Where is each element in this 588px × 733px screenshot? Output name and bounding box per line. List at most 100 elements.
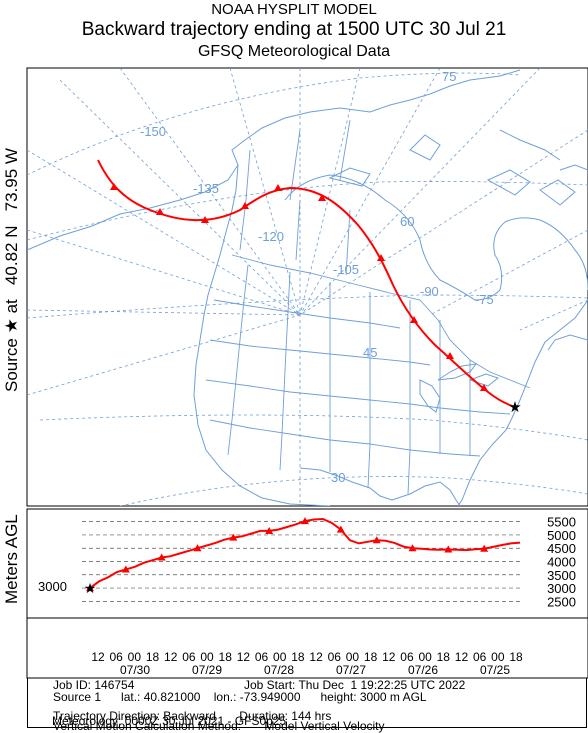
- lon-label: -105: [333, 262, 359, 277]
- hour-tick-label: 06: [328, 650, 342, 664]
- height-tick-label: 4500: [547, 541, 576, 556]
- meteorology-title: GFSQ Meteorological Data: [197, 43, 391, 60]
- trajectory-marker: [377, 254, 385, 261]
- lon-label: -90: [420, 284, 439, 299]
- height-point: [86, 584, 94, 592]
- trajectory-direction: Trajectory Direction: Backward Duration:…: [53, 709, 332, 723]
- height-point: [301, 517, 309, 525]
- job-id: Job ID: 146754: [53, 678, 135, 692]
- trajectory-marker: [318, 194, 326, 201]
- height-point: [444, 545, 453, 553]
- height-point: [193, 544, 202, 552]
- source-coordinates: at 40.82 N 73.95 W: [2, 148, 21, 314]
- hour-tick-label: 00: [418, 650, 432, 664]
- height-tick-label: 3000: [547, 581, 576, 596]
- source-prefix: Source: [2, 338, 21, 392]
- height-point: [408, 544, 417, 552]
- height-source-star: ★: [84, 580, 97, 596]
- date-label: 07/25: [480, 663, 510, 677]
- height-tick-label: 2500: [547, 594, 576, 609]
- height-point: [121, 565, 130, 573]
- date-label: 07/30: [120, 663, 150, 677]
- model-title: NOAA HYSPLIT MODEL: [211, 1, 377, 18]
- height-tick-label: 5000: [547, 528, 576, 543]
- graticule-labels: -150 -135 -120 -105 -90 -75 75 60 45 30: [140, 69, 494, 485]
- height-point: [265, 526, 274, 534]
- hour-tick-label: 12: [382, 650, 396, 664]
- hour-tick-label: 00: [346, 650, 360, 664]
- hour-tick-label: 12: [237, 650, 251, 664]
- lon-label: -120: [258, 229, 284, 244]
- height-point: [372, 536, 381, 544]
- hour-tick-label: 12: [309, 650, 323, 664]
- hour-tick-label: 12: [164, 650, 178, 664]
- lon-label: -150: [140, 124, 166, 139]
- lat-label: 30: [331, 470, 345, 485]
- trajectory-title: Backward trajectory ending at 1500 UTC 3…: [81, 19, 507, 40]
- trajectory-marker: [241, 202, 249, 209]
- trajectory-path: [97, 159, 516, 408]
- height-point: [157, 553, 166, 561]
- trajectory-marker: [274, 184, 282, 191]
- latitude-gridlines: [27, 72, 588, 506]
- time-axis-panel: 12 06 00 18 12 06 00 18 12 06 00 18 12 06 00 18 12 06 00 18…: [26, 617, 588, 679]
- hour-tick-label: 00: [273, 650, 287, 664]
- trajectory-marker: [480, 384, 488, 391]
- source-info: Source 1 lat.: 40.821000 lon.: -73.94900…: [53, 690, 427, 704]
- height-tick-label: 3500: [547, 568, 576, 583]
- coastlines: [27, 69, 588, 506]
- vertical-motion: Vertical Motion Calculation Method: Mode…: [53, 719, 385, 733]
- map-frame: [26, 67, 588, 507]
- meteorology-info: Meteorology: 0000Z 30 Jul 2021 - GFS0p25: [52, 714, 287, 728]
- longitude-gridlines: [27, 68, 588, 506]
- date-label: 07/27: [336, 663, 366, 677]
- hour-tick-label: 18: [509, 650, 523, 664]
- hour-tick-label: 06: [182, 650, 196, 664]
- hour-tick-label: 18: [437, 650, 451, 664]
- lat-label: 60: [400, 214, 414, 229]
- hour-tick-label: 06: [473, 650, 487, 664]
- start-height-label: 3000: [38, 579, 67, 594]
- lon-label: -75: [475, 292, 494, 307]
- lon-label: -135: [193, 181, 219, 196]
- lat-label: 45: [363, 345, 377, 360]
- hour-tick-label: 06: [109, 650, 123, 664]
- job-start: Job Start: Thu Dec 1 19:22:25 UTC 2022: [244, 678, 466, 692]
- chart-frame: [26, 508, 588, 619]
- hour-tick-label: 06: [400, 650, 414, 664]
- height-tick-label: 4000: [547, 555, 576, 570]
- height-axis-label: Meters AGL: [2, 514, 21, 604]
- source-star-marker: ★: [508, 399, 521, 416]
- hour-tick-labels: 12 06 00 18 12 06 00 18 12 06 00 18 12 06 00 18 12 06 00 18…: [91, 650, 523, 664]
- trajectory-markers: [110, 183, 488, 391]
- hour-tick-label: 18: [219, 650, 233, 664]
- height-series: ★: [84, 517, 521, 596]
- map-trajectory: ★: [97, 159, 522, 416]
- height-point: [480, 544, 489, 552]
- hour-tick-label: 12: [91, 650, 105, 664]
- political-borders: [205, 119, 531, 495]
- hour-tick-label: 18: [291, 650, 305, 664]
- source-star-icon: ★: [2, 318, 21, 334]
- height-point: [229, 533, 238, 541]
- map-panel: -150 -135 -120 -105 -90 -75 75 60 45 30: [26, 67, 588, 507]
- trajectory-marker: [410, 316, 418, 323]
- hour-tick-label: 18: [146, 650, 160, 664]
- trajectory-marker: [201, 216, 209, 223]
- height-point: [336, 525, 345, 533]
- date-label: 07/29: [192, 663, 222, 677]
- date-label: 07/28: [264, 663, 294, 677]
- hour-tick-label: 00: [491, 650, 505, 664]
- source-location-label: Source ★ at 40.82 N 73.95 W: [2, 148, 22, 392]
- trajectory-marker: [156, 208, 164, 215]
- trajectory-marker: [446, 352, 454, 359]
- hour-tick-label: 00: [200, 650, 214, 664]
- height-tick-label: 5500: [547, 515, 576, 530]
- hour-tick-label: 06: [255, 650, 269, 664]
- date-labels: 07/30 07/29 07/28 07/27 07/26 07/25: [120, 663, 510, 677]
- hour-tick-label: 00: [128, 650, 142, 664]
- hour-tick-label: 12: [455, 650, 469, 664]
- hour-tick-label: 18: [364, 650, 378, 664]
